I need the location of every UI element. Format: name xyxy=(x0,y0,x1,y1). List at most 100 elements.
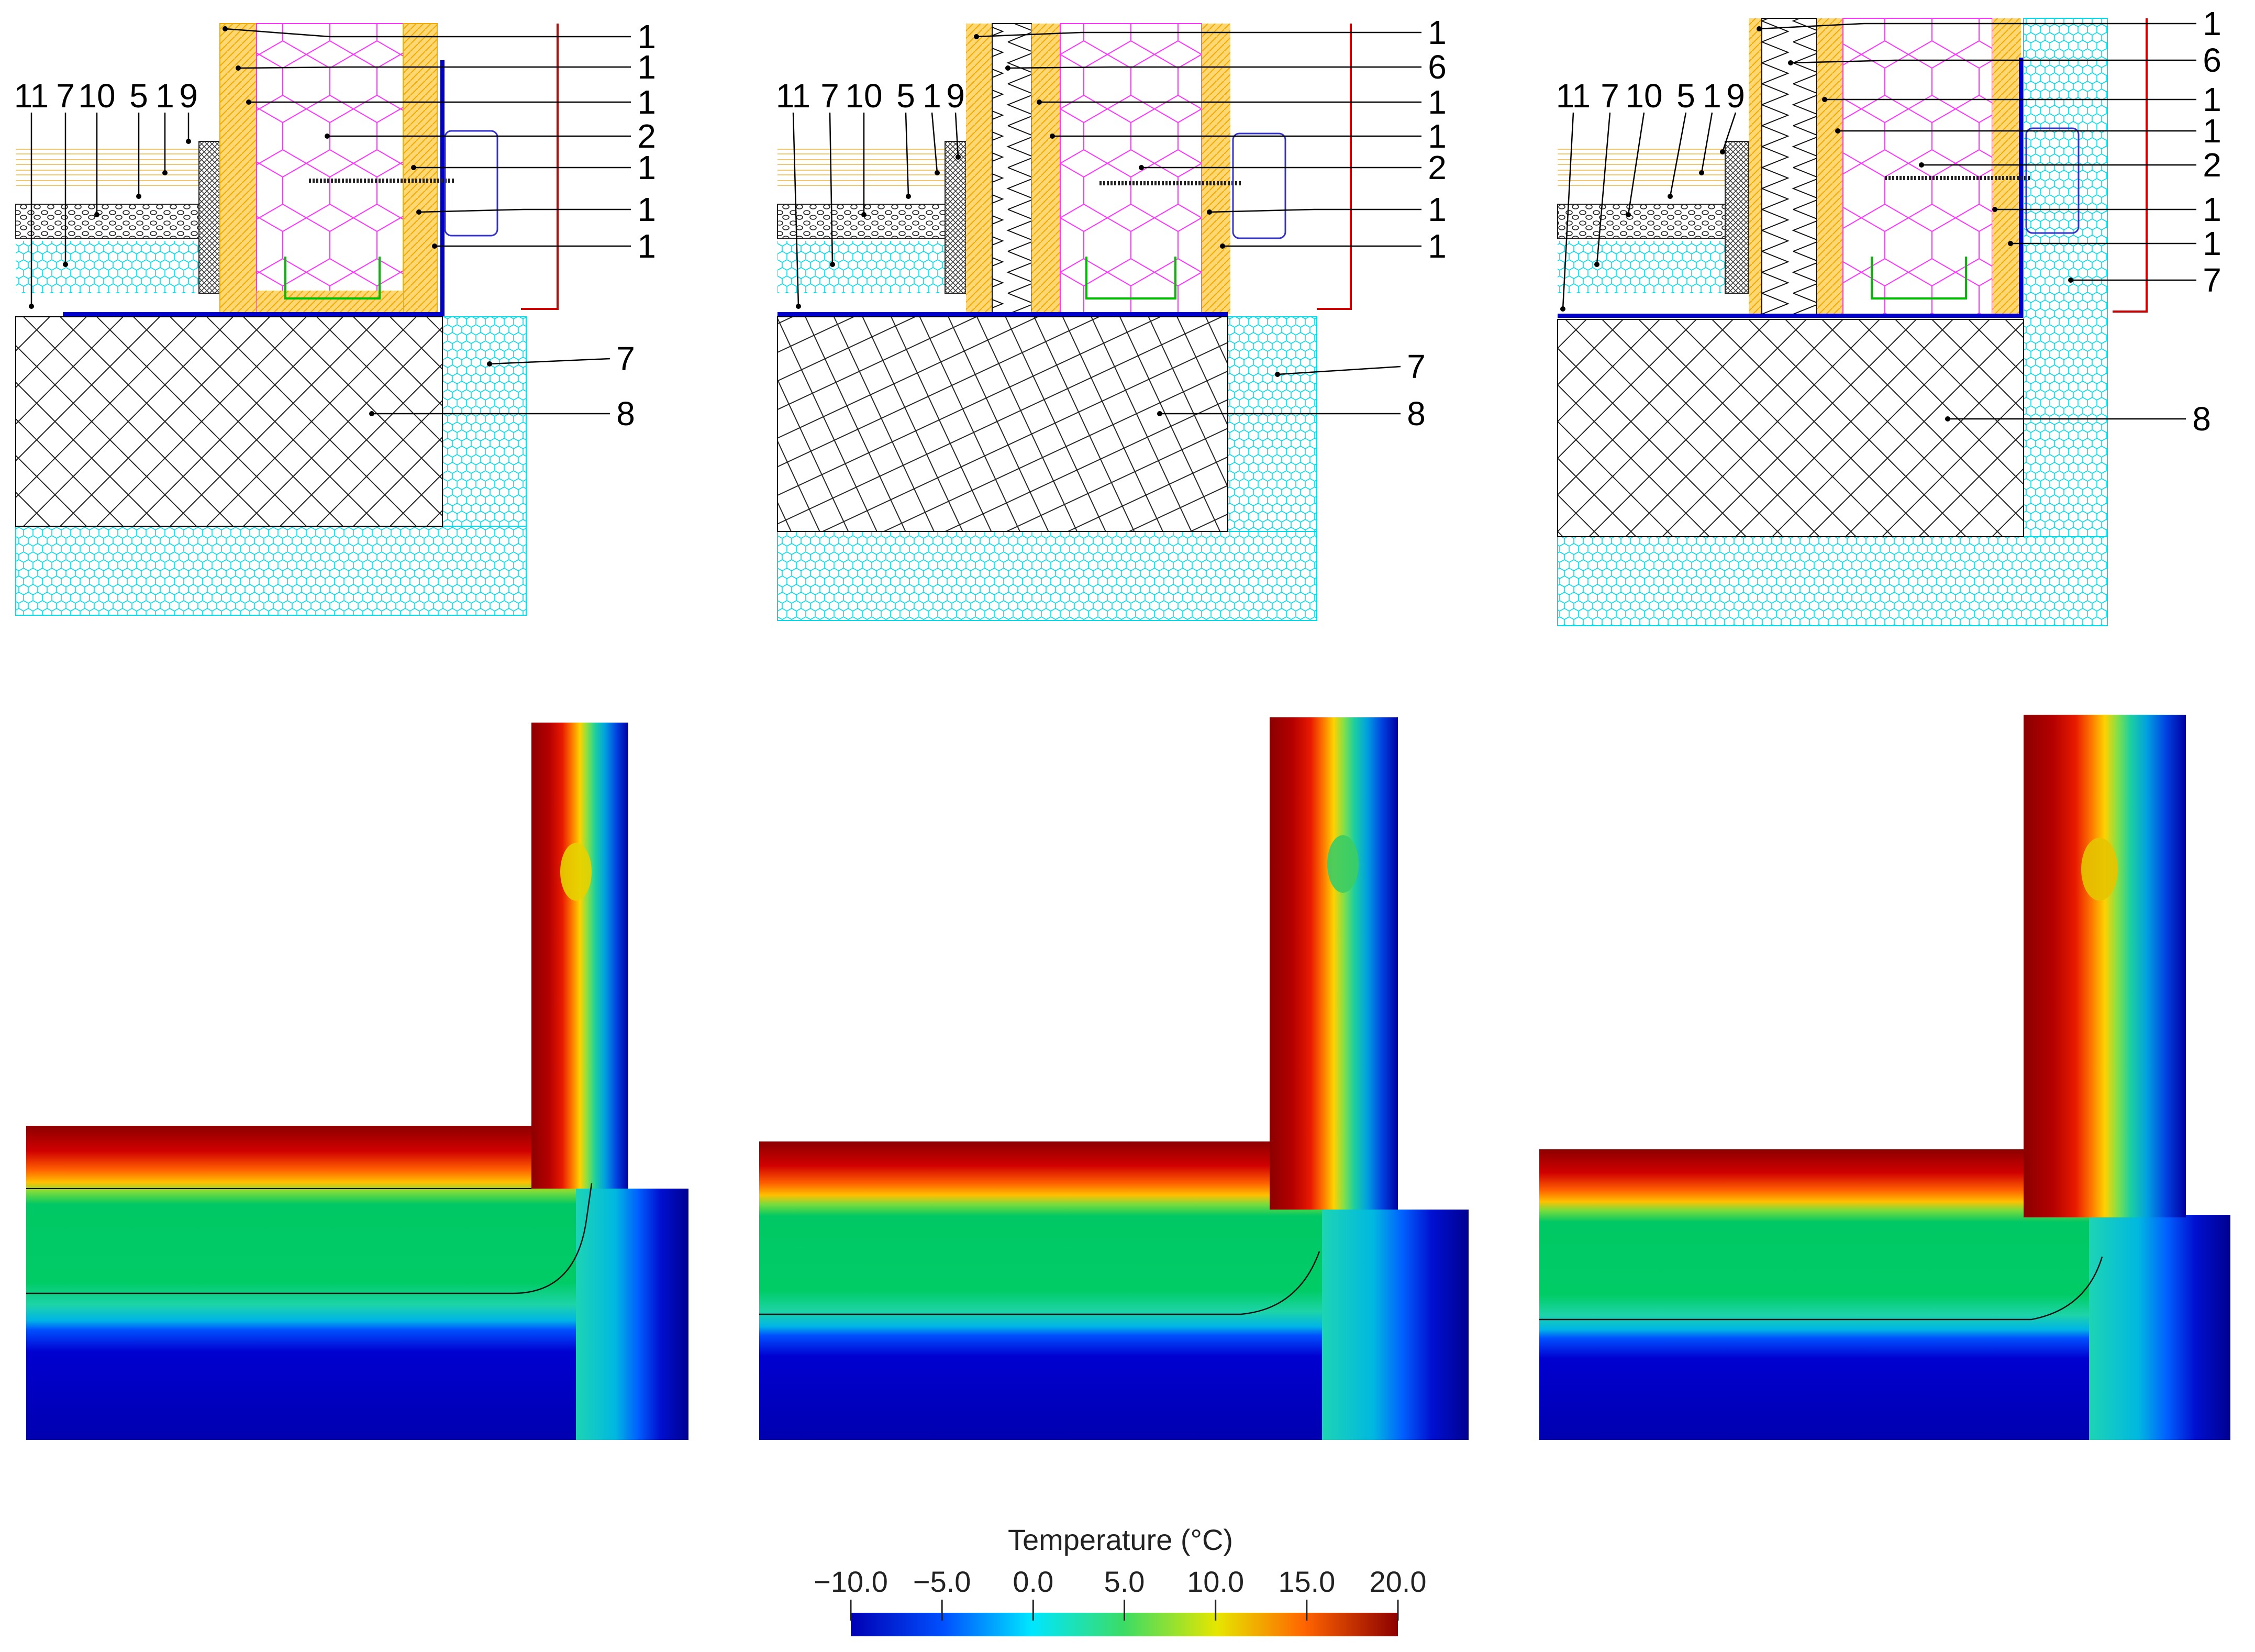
callout-label: 1 xyxy=(637,191,656,228)
callout-label: 1 xyxy=(2203,191,2221,228)
callout-label: 7 xyxy=(1601,77,1619,115)
isotherm xyxy=(26,1183,593,1294)
leader-dot xyxy=(1919,162,1924,168)
callout-label: 7 xyxy=(56,77,75,115)
callout-label: 9 xyxy=(179,77,198,115)
edge-strip xyxy=(198,141,220,294)
leader-dot xyxy=(369,411,374,416)
bracket-hotspot xyxy=(1327,835,1359,893)
callout-label: 1 xyxy=(1428,117,1447,155)
leader-dot xyxy=(1560,306,1565,312)
callout-label: 1 xyxy=(155,77,174,115)
leader-line xyxy=(418,208,631,213)
colorbar-tick-label: 5.0 xyxy=(1104,1565,1145,1598)
callout-label: 1 xyxy=(2203,112,2221,150)
floor-insulation xyxy=(777,241,945,293)
colorbar-tick-label: 0.0 xyxy=(1013,1565,1053,1598)
leader-line xyxy=(489,358,610,365)
edge-flashing xyxy=(2113,18,2148,313)
bracket-hotspot xyxy=(560,843,592,901)
concrete-slab xyxy=(1557,319,2024,537)
callout-label: 6 xyxy=(2203,41,2221,79)
leader-dot xyxy=(1157,411,1162,416)
wall-insulation xyxy=(1842,18,1993,315)
callout-label: 1 xyxy=(2203,81,2221,118)
leader-dot xyxy=(432,243,437,249)
callout-label: 10 xyxy=(845,77,882,115)
callout-label: 1 xyxy=(637,18,656,56)
wall-field xyxy=(531,723,628,1189)
callout-label: 7 xyxy=(2203,261,2221,299)
leader-line xyxy=(954,112,959,158)
concrete-slab xyxy=(15,316,443,527)
wall-board-inner xyxy=(219,23,257,315)
detail-b xyxy=(777,23,1352,621)
leader-line xyxy=(976,31,1421,38)
callout-label: 1 xyxy=(2203,225,2221,262)
leader-line xyxy=(1277,365,1401,375)
leader-dot xyxy=(861,212,867,217)
callout-label: 7 xyxy=(616,340,635,378)
edge-flashing xyxy=(1317,24,1352,310)
leader-line xyxy=(1790,59,2196,64)
leader-line xyxy=(225,28,631,38)
leader-line xyxy=(1007,66,1421,69)
callout-label: 2 xyxy=(1428,149,1447,186)
callout-label: 1 xyxy=(1428,14,1447,51)
leader-dot xyxy=(956,154,961,160)
wood-fibre-layer xyxy=(992,23,1032,315)
leader-dot xyxy=(136,194,141,199)
leader-dot xyxy=(974,34,979,39)
leader-line xyxy=(1759,23,2196,30)
floor-gravel xyxy=(15,204,199,239)
bottom-board xyxy=(257,291,403,314)
leader-line xyxy=(1627,112,1645,215)
callout-label: 1 xyxy=(1428,227,1447,265)
wall-board-a xyxy=(966,24,992,314)
leader-dot xyxy=(796,304,801,309)
callout-label: 7 xyxy=(1407,348,1426,385)
leader-dot xyxy=(1139,165,1144,170)
leader-dot xyxy=(2068,278,2073,283)
leader-line xyxy=(905,112,909,197)
leader-dot xyxy=(1757,26,1762,31)
leader-dot xyxy=(411,165,416,170)
callout-label: 1 xyxy=(637,83,656,121)
callout-label: 1 xyxy=(923,77,941,115)
callout-label: 1 xyxy=(1703,77,1721,115)
leader-dot xyxy=(416,209,421,215)
floor-boards xyxy=(777,144,945,186)
colorbar-tick-label: −5.0 xyxy=(913,1565,971,1598)
leader-dot xyxy=(63,262,68,267)
callout-label: 11 xyxy=(14,77,49,115)
leader-dot xyxy=(94,212,99,217)
callout-label: 5 xyxy=(1676,77,1695,115)
wood-fibre-layer xyxy=(1761,18,1817,315)
leader-line xyxy=(1596,112,1611,265)
colorbar-ticks: −10.0 −5.0 0.0 5.0 10.0 15.0 20.0 xyxy=(814,1565,1427,1621)
thermal-a xyxy=(26,723,688,1440)
floor-gravel xyxy=(777,204,946,239)
callout-label: 6 xyxy=(1428,48,1447,86)
leader-dot xyxy=(1275,372,1280,377)
ground-insulation-block xyxy=(1557,536,2108,626)
callout-label: 1 xyxy=(1428,191,1447,228)
edge-strip xyxy=(1725,141,1749,294)
leader-dot xyxy=(1037,99,1042,105)
leader-dot xyxy=(236,65,241,71)
callout-label: 11 xyxy=(1556,77,1591,115)
wall-field xyxy=(1270,717,1398,1210)
leader-dot xyxy=(1626,212,1631,217)
ground-insulation-block xyxy=(777,531,1317,621)
floor-insulation xyxy=(16,241,199,293)
bracket xyxy=(444,130,498,237)
detail-c xyxy=(1557,18,2148,626)
isotherm xyxy=(1539,1256,2103,1321)
leader-dot xyxy=(1788,60,1793,65)
callout-label: 8 xyxy=(616,395,635,433)
callout-label: 5 xyxy=(129,77,148,115)
colorbar-tick-label: 20.0 xyxy=(1370,1565,1427,1598)
colorbar-tick-label: 15.0 xyxy=(1278,1565,1335,1598)
callout-label: 10 xyxy=(1625,77,1662,115)
